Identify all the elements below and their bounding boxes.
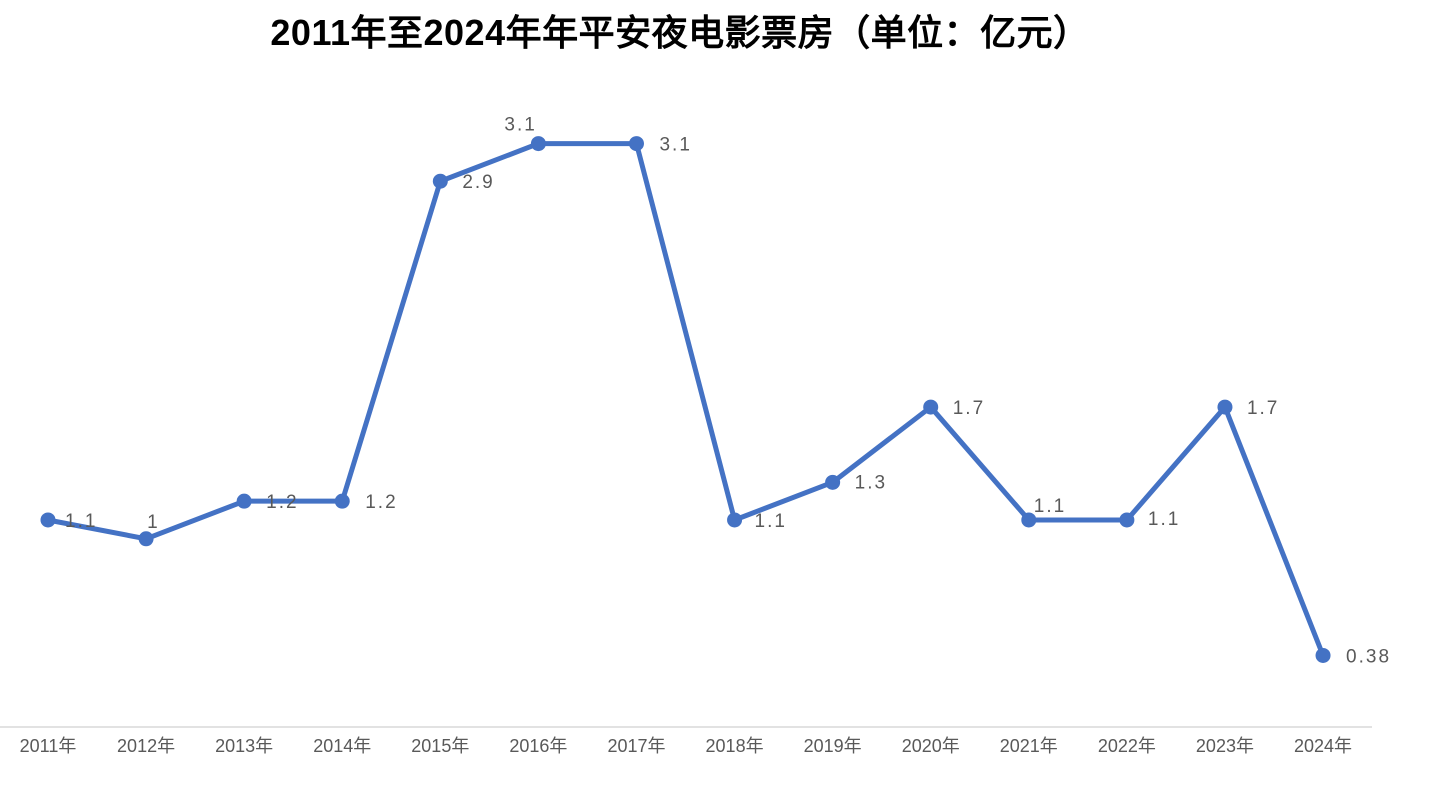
data-label: 1.7 (953, 398, 985, 419)
data-point (334, 493, 350, 509)
data-point (530, 136, 546, 152)
data-label: 1.1 (65, 511, 97, 532)
data-point (236, 493, 252, 509)
data-point (1119, 512, 1135, 528)
data-point (825, 474, 841, 490)
chart-title: 2011年至2024年年平安夜电影票房（单位：亿元） (270, 12, 1090, 53)
data-label: 1.2 (365, 492, 397, 513)
x-axis-label: 2019年 (804, 736, 862, 756)
x-axis-label: 2018年 (706, 736, 764, 756)
data-point (727, 512, 743, 528)
x-axis-label: 2020年 (902, 736, 960, 756)
data-point (628, 136, 644, 152)
data-point (1021, 512, 1037, 528)
x-axis-label: 2023年 (1196, 736, 1254, 756)
data-label: 3.1 (504, 115, 536, 136)
data-point (40, 512, 56, 528)
data-label: 3.1 (659, 135, 691, 156)
data-label: 1.3 (855, 472, 887, 493)
data-label: 1.1 (1148, 509, 1180, 530)
x-axis-label: 2013年 (215, 736, 273, 756)
x-axis-label: 2016年 (509, 736, 567, 756)
x-axis-label: 2021年 (1000, 736, 1058, 756)
data-label: 1.1 (1034, 496, 1066, 517)
data-point (432, 173, 448, 189)
x-axis-label: 2014年 (313, 736, 371, 756)
x-axis-label: 2012年 (117, 736, 175, 756)
data-label: 1 (147, 512, 160, 533)
data-line (45, 141, 1326, 658)
x-axis-label: 2017年 (607, 736, 665, 756)
x-axis-label: 2015年 (411, 736, 469, 756)
x-axis-label: 2022年 (1098, 736, 1156, 756)
data-point (923, 399, 939, 415)
data-point (1315, 647, 1331, 663)
data-point (138, 531, 154, 547)
x-axis-label: 2024年 (1294, 736, 1352, 756)
data-label: 1.2 (266, 492, 298, 513)
data-label: 1.1 (755, 511, 787, 532)
data-point (1217, 399, 1233, 415)
data-label: 0.38 (1346, 646, 1391, 667)
x-axis-label: 2011年 (20, 736, 77, 756)
data-label: 1.7 (1247, 398, 1279, 419)
data-label: 2.9 (462, 172, 494, 193)
